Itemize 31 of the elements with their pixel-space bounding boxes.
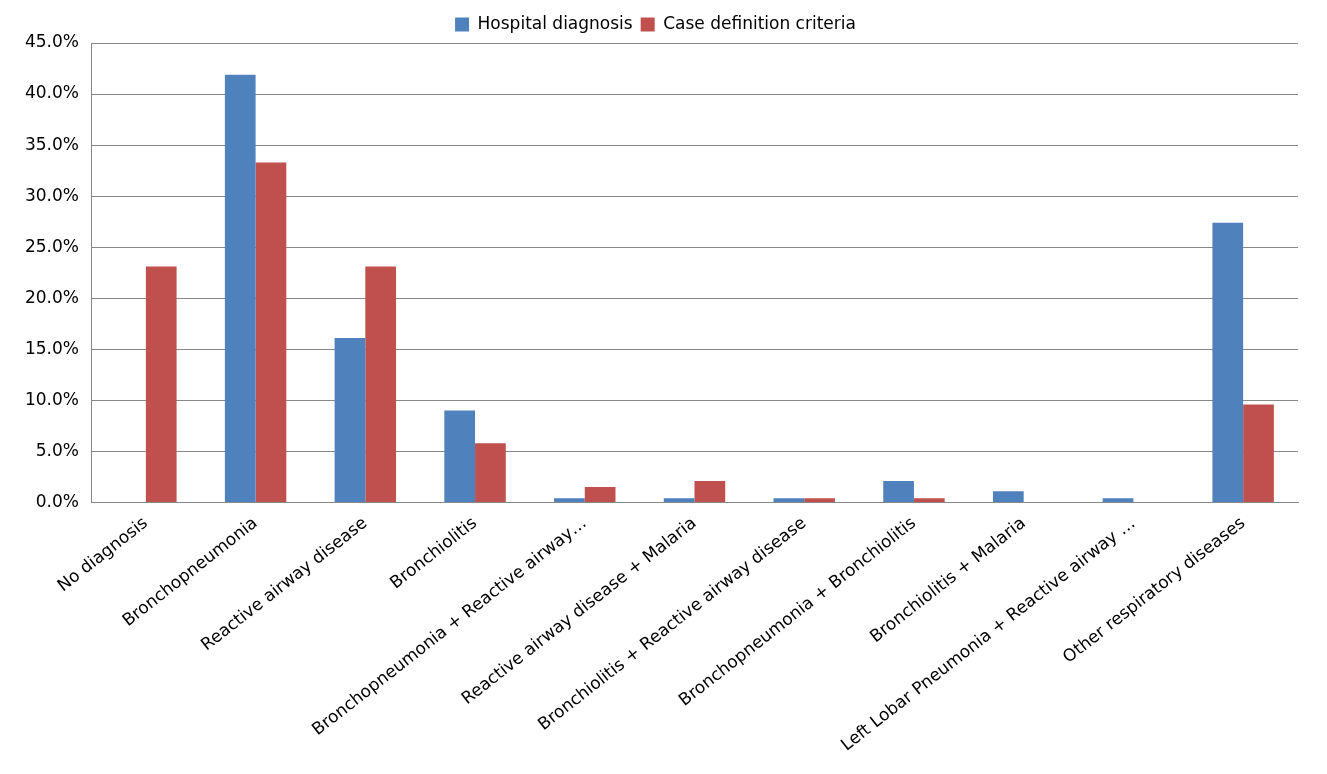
bar (694, 480, 726, 502)
bar (1243, 404, 1274, 502)
bar (992, 491, 1024, 502)
bar (444, 410, 476, 502)
legend-label: Case definition criteria (663, 12, 856, 33)
bar (255, 162, 287, 502)
bar (145, 266, 177, 502)
bar (584, 487, 616, 502)
bar (1102, 498, 1134, 502)
y-tick-label: 20.0% (24, 286, 79, 307)
bar (773, 498, 805, 502)
bar (663, 498, 695, 502)
y-tick-label: 45.0% (24, 31, 79, 52)
bar (1212, 222, 1244, 502)
y-tick-label: 40.0% (24, 82, 79, 103)
bar (334, 338, 366, 502)
bar (804, 498, 835, 502)
legend-label: Hospital diagnosis (477, 12, 633, 33)
y-tick-label: 25.0% (24, 235, 79, 256)
bar (365, 266, 397, 502)
y-tick-label: 5.0% (35, 439, 79, 460)
bar (883, 480, 914, 502)
bar (475, 443, 506, 502)
bar (224, 74, 256, 502)
bar (913, 498, 945, 502)
y-tick-label: 0.0% (35, 490, 79, 511)
y-tick-label: 35.0% (24, 133, 79, 154)
bar (554, 498, 585, 502)
y-tick-label: 15.0% (24, 337, 79, 358)
y-tick-label: 10.0% (24, 388, 79, 409)
y-tick-label: 30.0% (24, 184, 79, 205)
